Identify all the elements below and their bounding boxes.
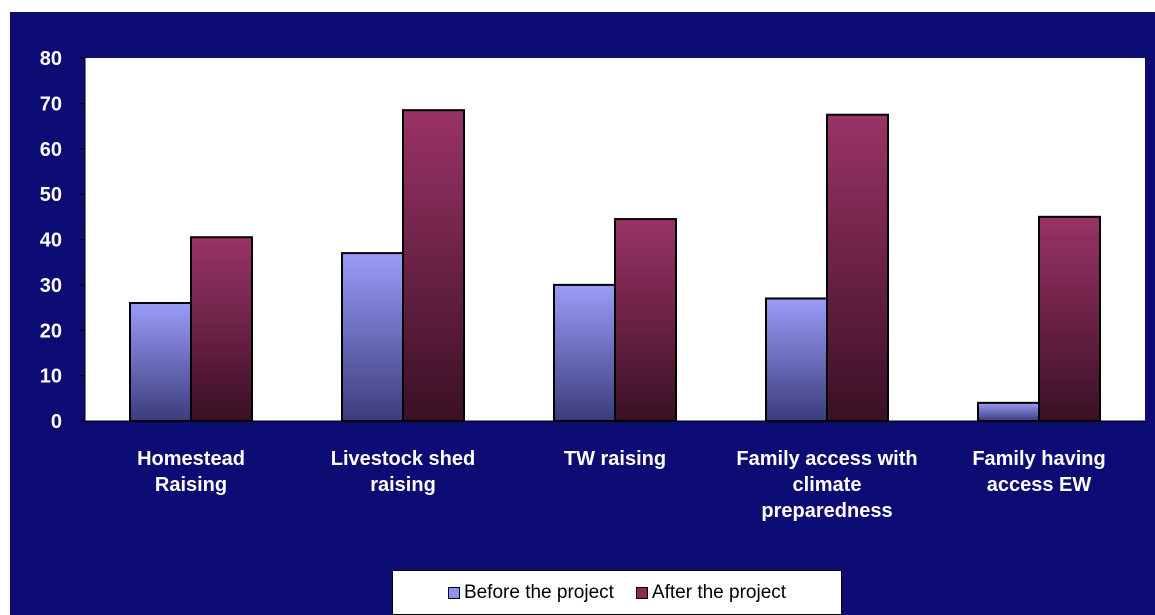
bar-after-3	[826, 113, 889, 422]
bar-before-0	[129, 302, 192, 422]
bar-before-1	[341, 252, 404, 422]
x-category-label: Livestock shed raising	[331, 448, 476, 496]
bar-after-0	[190, 236, 253, 422]
y-tick-label: 40	[40, 230, 62, 252]
legend-swatch-before	[447, 586, 460, 599]
x-category-label: TW raising	[564, 448, 666, 470]
legend-item-before: Before the project	[447, 581, 614, 604]
x-category-label: Family access with climate preparedness	[736, 448, 917, 522]
legend-item-after: After the project	[635, 581, 787, 604]
bar-after-1	[402, 109, 465, 423]
legend-label-after: After the project	[651, 581, 787, 603]
x-category-label: Homestead Raising	[137, 448, 245, 496]
legend-label-before: Before the project	[463, 581, 614, 603]
bar-before-4	[977, 401, 1040, 423]
bar-before-3	[765, 297, 828, 422]
y-tick-label: 10	[40, 366, 62, 388]
legend: Before the project After the project	[392, 570, 842, 615]
bar-after-2	[614, 218, 677, 422]
y-tick-label: 60	[40, 139, 62, 161]
x-category-label: Family having access EW	[972, 448, 1105, 496]
y-tick-label: 0	[51, 411, 62, 433]
legend-swatch-after	[635, 586, 648, 599]
y-tick-label: 80	[40, 48, 62, 70]
bar-before-2	[553, 283, 616, 422]
y-tick-label: 50	[40, 184, 62, 206]
bar-after-4	[1038, 215, 1101, 422]
y-tick-label: 20	[40, 320, 62, 342]
y-tick-label: 70	[40, 93, 62, 115]
y-tick-label: 30	[40, 275, 62, 297]
